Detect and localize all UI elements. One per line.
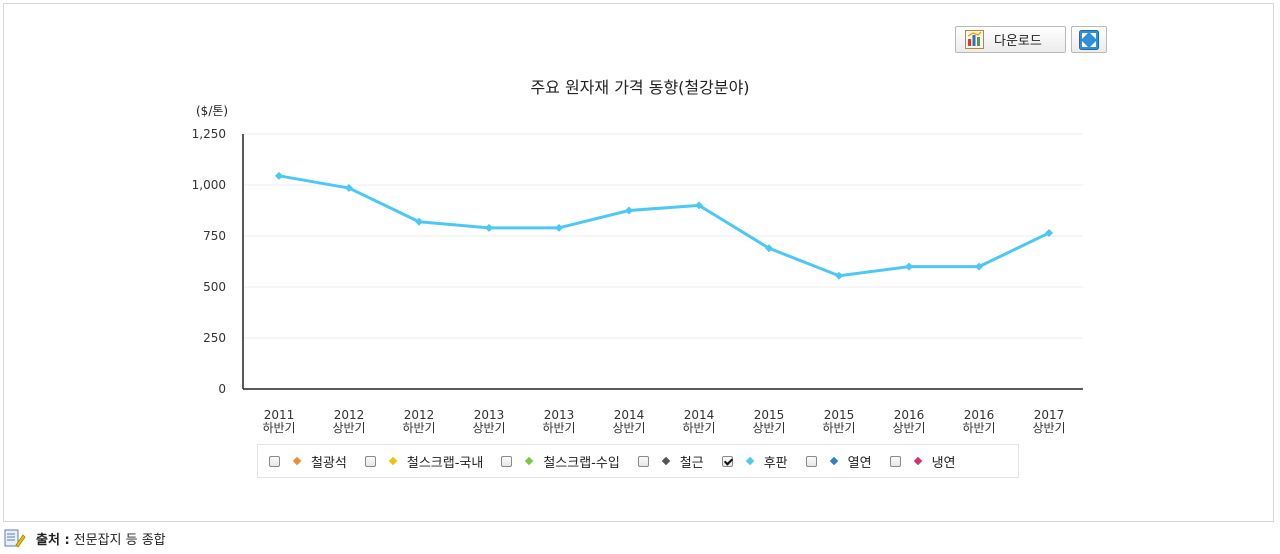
x-tick-label-half: 하반기 (402, 421, 435, 435)
legend-marker-icon (913, 456, 922, 466)
chart-title: 주요 원자재 가격 동향(철강분야) (530, 78, 750, 97)
data-point (345, 184, 353, 193)
legend-label: 철스크랩-수입 (543, 455, 620, 471)
x-tick-label-year: 2013 (544, 408, 575, 422)
legend-item[interactable]: 냉연 (889, 452, 956, 471)
x-tick-label-year: 2014 (614, 408, 645, 422)
data-point (555, 223, 563, 232)
data-point (975, 262, 983, 271)
legend-marker-icon (661, 456, 671, 466)
expand-icon (1079, 29, 1099, 50)
series-line (277, 174, 1051, 278)
data-point (1045, 228, 1053, 237)
data-point (625, 206, 633, 215)
legend-checkbox[interactable] (501, 455, 513, 467)
legend-item[interactable]: 철스크랩-수입 (501, 452, 620, 471)
source-note: 출처 : 전문잡지 등 종합 (4, 528, 166, 548)
data-point (695, 201, 703, 210)
legend-item[interactable]: 철광석 (269, 452, 347, 471)
x-tick-label-year: 2012 (334, 408, 365, 422)
chart-toolbar: 다운로드 (955, 26, 1107, 53)
x-tick-label-half: 하반기 (962, 421, 995, 435)
x-tick-label-half: 하반기 (682, 421, 715, 435)
legend-checkbox[interactable] (805, 455, 817, 467)
source-text: 전문잡지 등 종합 (73, 532, 166, 548)
bar-chart-icon (965, 30, 984, 49)
x-tick-label-half: 상반기 (752, 421, 785, 435)
legend-label: 냉연 (931, 455, 956, 471)
x-tick-label-half: 상반기 (472, 421, 505, 435)
y-tick-label: 0 (218, 382, 226, 396)
notebook-pencil-icon (4, 529, 26, 548)
x-tick-label-half: 상반기 (1032, 421, 1065, 435)
y-tick-label: 1,250 (192, 127, 226, 141)
x-tick-label-half: 상반기 (612, 421, 645, 435)
x-tick-label-year: 2015 (754, 408, 785, 422)
x-tick-label-half: 상반기 (332, 421, 365, 435)
y-tick-label: 250 (203, 331, 226, 345)
data-point (485, 223, 493, 232)
data-point (415, 217, 423, 226)
x-tick-label-year: 2013 (474, 408, 505, 422)
legend-label: 철근 (679, 455, 704, 471)
data-point (765, 244, 773, 253)
legend-label: 철광석 (311, 455, 347, 471)
data-point (905, 262, 913, 271)
chart-panel (3, 3, 1274, 522)
legend-item[interactable]: 철근 (637, 452, 704, 471)
source-label: 출처 : (36, 532, 70, 548)
x-tick-label-half: 하반기 (542, 421, 575, 435)
legend-item[interactable]: 열연 (805, 452, 872, 471)
legend-label: 열연 (847, 455, 872, 471)
legend-marker-icon (525, 456, 534, 466)
y-tick-label: 500 (203, 280, 226, 294)
x-tick-label-half: 상반기 (892, 421, 925, 435)
legend-marker-icon (388, 456, 398, 466)
legend-label: 철스크랩-국내 (406, 455, 484, 471)
x-tick-label-year: 2015 (824, 408, 855, 422)
x-tick-label-half: 하반기 (262, 421, 295, 435)
data-point (275, 171, 283, 180)
x-tick-label-year: 2017 (1034, 408, 1065, 422)
legend-checkbox[interactable] (269, 455, 280, 467)
download-label: 다운로드 (994, 34, 1042, 49)
x-tick-label-year: 2014 (684, 408, 715, 422)
legend-marker-icon (292, 456, 302, 466)
chart-legend: 철광석 철스크랩-국내 철스크랩-수입 철근 후판 열연 냉연 (257, 444, 1019, 478)
x-tick-label-half: 하반기 (822, 421, 855, 435)
y-tick-label: 1,000 (192, 178, 226, 192)
x-tick-label-year: 2016 (894, 408, 925, 422)
legend-checkbox[interactable] (364, 455, 376, 467)
x-tick-label-year: 2012 (404, 408, 435, 422)
y-tick-label: 750 (203, 229, 226, 243)
x-tick-label-year: 2016 (964, 408, 995, 422)
data-point (835, 271, 843, 280)
legend-checkbox[interactable] (889, 455, 901, 467)
legend-marker-icon (745, 456, 754, 466)
legend-label: 후판 (763, 455, 788, 471)
download-button[interactable]: 다운로드 (955, 26, 1066, 53)
legend-checkbox[interactable] (637, 455, 649, 467)
x-tick-label-year: 2011 (264, 408, 295, 422)
legend-checkbox[interactable] (721, 455, 733, 467)
legend-item[interactable]: 철스크랩-국내 (364, 452, 484, 471)
legend-marker-icon (829, 456, 838, 466)
y-unit-label: ($/톤) (196, 104, 228, 118)
fullscreen-button[interactable] (1071, 26, 1107, 53)
legend-item[interactable]: 후판 (721, 452, 788, 471)
